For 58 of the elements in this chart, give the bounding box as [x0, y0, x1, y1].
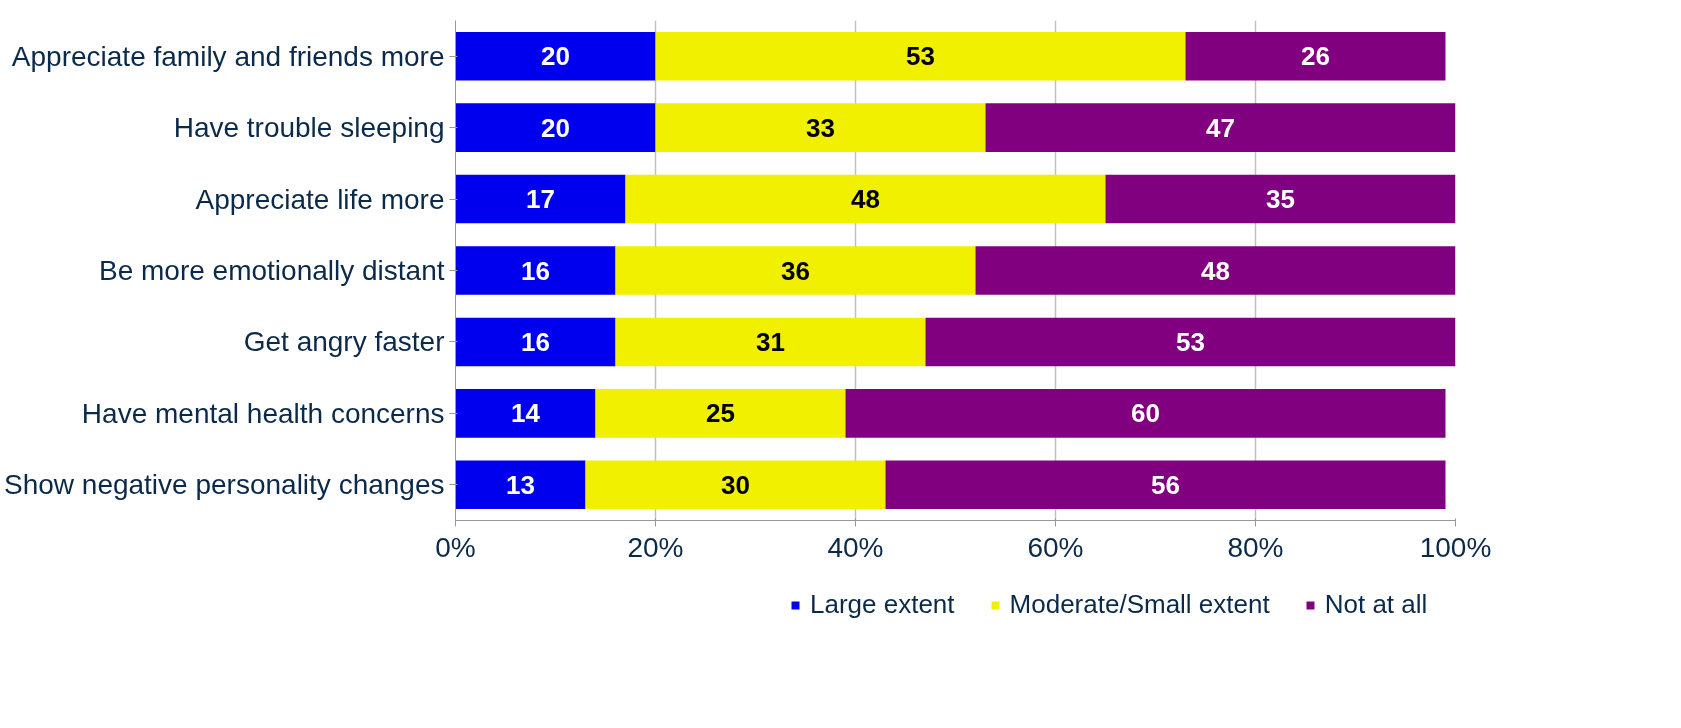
data-label: 48 — [1201, 255, 1230, 286]
data-label: 48 — [851, 184, 880, 215]
bar — [455, 31, 656, 81]
data-label: 20 — [541, 112, 570, 143]
data-label: 17 — [526, 184, 555, 215]
data-label: 14 — [511, 398, 541, 429]
bar — [585, 460, 886, 510]
x-tick-label: 80% — [1227, 531, 1284, 563]
bar — [975, 246, 1456, 295]
bar — [455, 103, 656, 152]
data-label: 53 — [906, 41, 935, 72]
bar — [1185, 31, 1446, 81]
data-label: 33 — [806, 112, 835, 143]
data-label: 16 — [521, 255, 550, 286]
bar — [615, 246, 976, 295]
data-label: 30 — [721, 469, 750, 500]
data-label: 16 — [521, 326, 550, 357]
y-tick-label: Have mental health concerns — [81, 397, 445, 429]
y-tick-label: Be more emotionally distant — [99, 255, 445, 286]
data-label: 53 — [1176, 326, 1205, 357]
x-tick-label: 60% — [1027, 531, 1084, 563]
bar — [985, 103, 1456, 152]
bar — [615, 317, 926, 367]
data-label: 25 — [706, 398, 735, 429]
bar — [625, 174, 1106, 224]
data-label: 31 — [756, 326, 785, 357]
y-tick-label: Have trouble sleeping — [173, 112, 445, 144]
bar — [455, 317, 616, 367]
y-tick-label: Get angry faster — [243, 326, 445, 358]
bar — [1105, 174, 1456, 224]
y-tick-label: Show negative personality changes — [3, 469, 445, 501]
data-label: 60 — [1131, 398, 1160, 429]
legend-label: Not at all — [1324, 589, 1428, 620]
data-label: 26 — [1301, 41, 1330, 72]
bar — [455, 460, 586, 510]
y-tick-label: Appreciate family and friends more — [11, 40, 445, 72]
bar — [455, 246, 616, 295]
data-label: 13 — [506, 469, 535, 500]
data-label: 56 — [1151, 469, 1180, 500]
data-label: 36 — [781, 255, 810, 286]
bar — [885, 460, 1446, 510]
bar — [845, 389, 1446, 438]
bar — [595, 389, 846, 438]
bar — [655, 103, 986, 152]
bar — [655, 31, 1186, 81]
x-tick-label: 100% — [1419, 531, 1492, 563]
y-tick-label: Appreciate life more — [195, 183, 445, 215]
data-label: 35 — [1266, 184, 1295, 215]
x-tick-label: 40% — [827, 531, 884, 563]
legend-label: Moderate/Small extent — [1009, 589, 1270, 620]
bar — [455, 174, 626, 224]
data-label: 20 — [541, 41, 570, 72]
data-label: 47 — [1206, 112, 1235, 143]
x-tick-label: 0% — [435, 531, 476, 563]
bar — [925, 317, 1456, 367]
legend-label: Large extent — [810, 589, 955, 620]
bar — [455, 389, 596, 438]
x-tick-label: 20% — [627, 531, 684, 563]
